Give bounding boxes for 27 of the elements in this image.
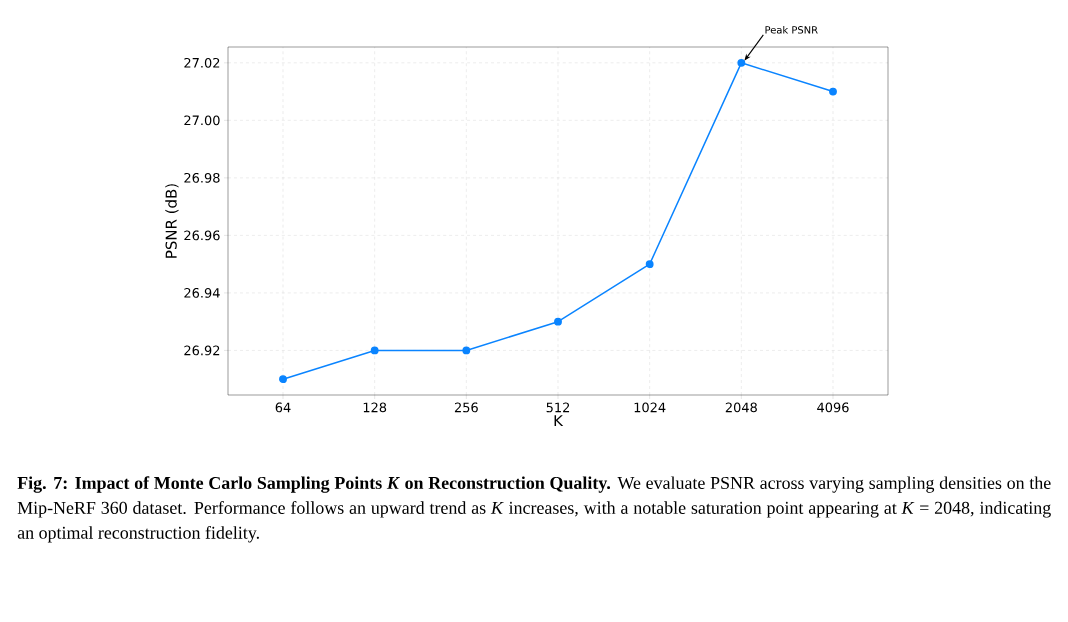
y-tick-label: 26.98 [184, 172, 220, 183]
point [279, 375, 287, 384]
x-tick-label: 64 [275, 402, 291, 413]
x-tick-label: 256 [454, 402, 478, 413]
point [737, 58, 746, 67]
text: an optimal reconstruction fidelity. [17, 526, 259, 543]
point [462, 346, 471, 355]
y-tick-label: 27.02 [184, 57, 220, 68]
annotation: Peak PSNR [765, 25, 818, 34]
x-tick-label: 2048 [725, 402, 757, 413]
y-tick-label: 26.96 [184, 230, 220, 241]
text: Mip-NeRF 360 dataset. Performance follows an upward trend as K increases, with a notable saturation point appearing at K = 2048, indicating [17, 501, 1051, 518]
y-tick-label: 26.94 [184, 288, 220, 298]
point [370, 346, 379, 355]
point [829, 87, 837, 96]
text: We evaluate PSNR across varying sampling densities on the [617, 476, 1051, 493]
y-axis-title: PSNR (dB) [165, 184, 179, 258]
x-tick-label: 4096 [817, 402, 849, 413]
text: Fig. 7: Impact of Monte Carlo Sampling Points K on Reconstruction Quality. [17, 476, 611, 493]
x-axis-title: K [554, 415, 564, 427]
y-tick-label: 26.92 [184, 345, 220, 356]
point [645, 260, 654, 269]
y-tick-label: 27.00 [184, 115, 220, 126]
x-tick-label: 512 [546, 402, 570, 413]
x-tick-label: 1024 [634, 402, 666, 413]
x-tick-label: 128 [363, 402, 387, 413]
point [554, 317, 562, 326]
